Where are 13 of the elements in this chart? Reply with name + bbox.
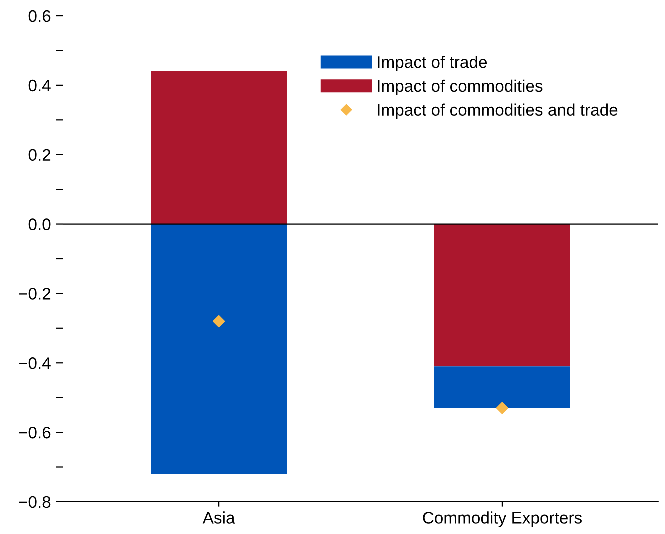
y-tick-label: 0.4 [28,80,51,92]
y-tick-label: −0.4 [19,358,51,370]
legend-label: Impact of commodities and trade [378,104,618,120]
y-tick-label: −0.2 [19,288,51,300]
y-tick-label: 0.6 [28,10,51,22]
y-tick-label: 0.2 [28,149,51,162]
x-tick-label: Asia [202,512,236,524]
y-tick-label: 0.0 [28,218,51,230]
y-tick-label: −0.8 [19,496,51,508]
legend-label: Impact of trade [378,56,488,72]
x-tick-label: Commodity Exporters [423,512,582,528]
legend-label: Impact of commodities [378,80,543,96]
y-tick-label: −0.6 [19,426,51,439]
